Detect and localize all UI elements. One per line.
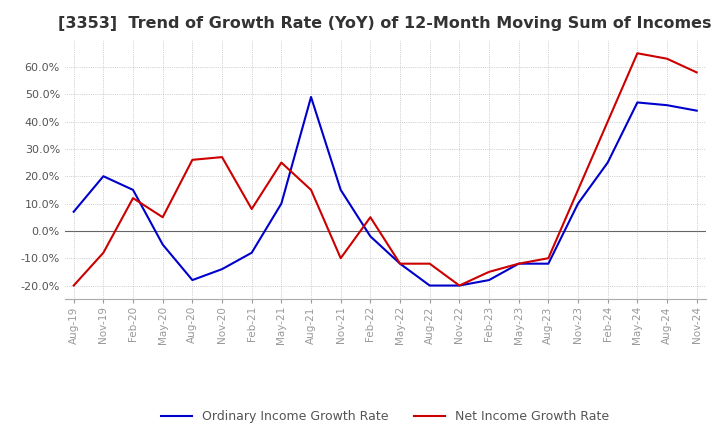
Ordinary Income Growth Rate (307, 94, 315, 99)
Net Income Growth Rate (426, 261, 434, 266)
Ordinary Income Growth Rate (693, 108, 701, 113)
Net Income Growth Rate (485, 269, 493, 275)
Ordinary Income Growth Rate (217, 267, 226, 272)
Title: [3353]  Trend of Growth Rate (YoY) of 12-Month Moving Sum of Incomes: [3353] Trend of Growth Rate (YoY) of 12-… (58, 16, 712, 32)
Net Income Growth Rate (544, 256, 553, 261)
Net Income Growth Rate (129, 195, 138, 201)
Net Income Growth Rate (158, 215, 167, 220)
Ordinary Income Growth Rate (248, 250, 256, 255)
Ordinary Income Growth Rate (544, 261, 553, 266)
Net Income Growth Rate (248, 206, 256, 212)
Ordinary Income Growth Rate (603, 160, 612, 165)
Ordinary Income Growth Rate (426, 283, 434, 288)
Ordinary Income Growth Rate (574, 201, 582, 206)
Ordinary Income Growth Rate (129, 187, 138, 193)
Net Income Growth Rate (603, 119, 612, 124)
Ordinary Income Growth Rate (366, 234, 374, 239)
Net Income Growth Rate (307, 187, 315, 193)
Net Income Growth Rate (217, 154, 226, 160)
Net Income Growth Rate (366, 215, 374, 220)
Net Income Growth Rate (574, 187, 582, 193)
Net Income Growth Rate (336, 256, 345, 261)
Ordinary Income Growth Rate (69, 209, 78, 214)
Net Income Growth Rate (662, 56, 671, 61)
Line: Ordinary Income Growth Rate: Ordinary Income Growth Rate (73, 97, 697, 286)
Legend: Ordinary Income Growth Rate, Net Income Growth Rate: Ordinary Income Growth Rate, Net Income … (156, 405, 614, 428)
Ordinary Income Growth Rate (455, 283, 464, 288)
Net Income Growth Rate (396, 261, 405, 266)
Ordinary Income Growth Rate (514, 261, 523, 266)
Net Income Growth Rate (69, 283, 78, 288)
Net Income Growth Rate (188, 157, 197, 162)
Ordinary Income Growth Rate (662, 103, 671, 108)
Ordinary Income Growth Rate (485, 278, 493, 283)
Net Income Growth Rate (277, 160, 286, 165)
Net Income Growth Rate (514, 261, 523, 266)
Ordinary Income Growth Rate (396, 261, 405, 266)
Ordinary Income Growth Rate (99, 174, 108, 179)
Ordinary Income Growth Rate (633, 100, 642, 105)
Net Income Growth Rate (455, 283, 464, 288)
Ordinary Income Growth Rate (158, 242, 167, 247)
Ordinary Income Growth Rate (336, 187, 345, 193)
Line: Net Income Growth Rate: Net Income Growth Rate (73, 53, 697, 286)
Ordinary Income Growth Rate (277, 201, 286, 206)
Net Income Growth Rate (99, 250, 108, 255)
Ordinary Income Growth Rate (188, 278, 197, 283)
Net Income Growth Rate (693, 70, 701, 75)
Net Income Growth Rate (633, 51, 642, 56)
